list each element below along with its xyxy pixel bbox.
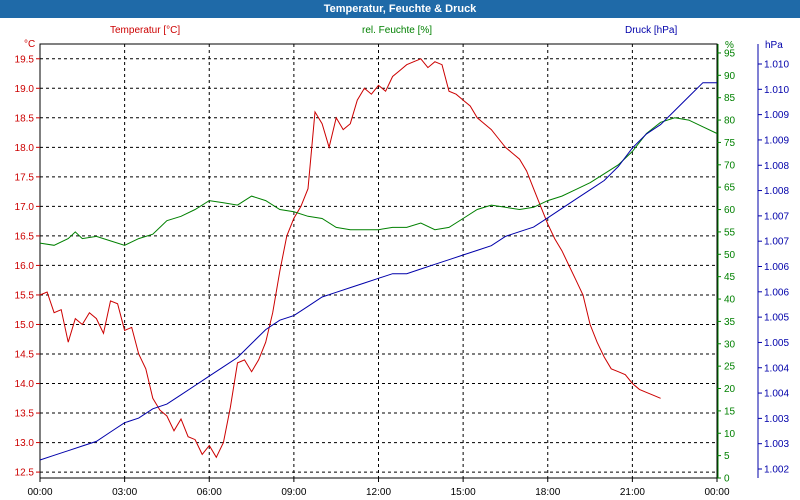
time-tick-label: 00:00 [704, 487, 729, 498]
humidity-tick-label: 95 [724, 48, 736, 59]
temperature-unit-label: °C [24, 39, 35, 50]
time-tick-label: 03:00 [112, 487, 137, 498]
humidity-tick-label: 30 [724, 339, 736, 350]
humidity-tick-label: 55 [724, 227, 736, 238]
temperature-tick-label: 14.0 [15, 379, 35, 390]
pressure-tick-label: 1.007 [764, 237, 789, 248]
window-title: Temperatur, Feuchte & Druck [0, 0, 800, 18]
pressure-tick-label: 1.007 [764, 211, 789, 222]
temperature-tick-label: 18.5 [15, 113, 35, 124]
pressure-tick-label: 1.008 [764, 161, 789, 172]
humidity-tick-label: 65 [724, 183, 736, 194]
pressure-tick-label: 1.003 [764, 439, 789, 450]
pressure-tick-label: 1.009 [764, 135, 789, 146]
pressure-tick-label: 1.002 [764, 465, 789, 476]
temperature-tick-label: 17.0 [15, 202, 35, 213]
humidity-line [39, 117, 718, 246]
temperature-tick-label: 15.0 [15, 320, 35, 331]
pressure-tick-label: 1.005 [764, 338, 789, 349]
temperature-tick-label: 12.5 [15, 468, 35, 479]
humidity-tick-label: 20 [724, 384, 736, 395]
temperature-line [39, 58, 661, 459]
time-tick-label: 21:00 [620, 487, 645, 498]
humidity-tick-label: 70 [724, 160, 736, 171]
humidity-tick-label: 5 [724, 451, 730, 462]
humidity-axis: 0 5 10 15 20 25 30 35 40 45 50 55 60 65 70 75 80 85 90 95 [717, 44, 736, 485]
humidity-tick-label: 25 [724, 362, 736, 373]
humidity-tick-label: 45 [724, 272, 736, 283]
temperature-tick-label: 17.5 [15, 172, 35, 183]
temperature-tick-label: 13.5 [15, 409, 35, 420]
temperature-tick-label: 14.5 [15, 350, 35, 361]
pressure-tick-label: 1.003 [764, 414, 789, 425]
time-tick-label: 18:00 [535, 487, 560, 498]
humidity-tick-label: 40 [724, 295, 736, 306]
temperature-tick-label: 18.0 [15, 143, 35, 154]
humidity-tick-label: 0 [724, 474, 730, 485]
time-axis: 00:0013.04.2203:0013.04.2206:0013.04.220… [27, 478, 730, 498]
humidity-tick-label: 10 [724, 429, 736, 440]
temperature-legend-label: Temperatur [°C] [110, 25, 180, 36]
series-lines [39, 58, 718, 461]
pressure-tick-label: 1.006 [764, 287, 789, 298]
humidity-tick-label: 80 [724, 116, 736, 127]
pressure-tick-label: 1.004 [764, 389, 789, 400]
time-tick-label: 09:00 [281, 487, 306, 498]
humidity-legend-label: rel. Feuchte [%] [362, 25, 432, 36]
humidity-tick-label: 85 [724, 93, 736, 104]
temperature-tick-label: 13.0 [15, 438, 35, 449]
time-tick-label: 06:00 [197, 487, 222, 498]
pressure-tick-label: 1.009 [764, 110, 789, 121]
humidity-tick-label: 35 [724, 317, 736, 328]
pressure-tick-label: 1.010 [764, 85, 789, 96]
temperature-tick-label: 19.0 [15, 84, 35, 95]
pressure-legend-label: Druck [hPa] [625, 25, 677, 36]
temperature-tick-label: 19.5 [15, 54, 35, 65]
humidity-tick-label: 15 [724, 406, 736, 417]
time-tick-label: 00:00 [27, 487, 52, 498]
pressure-tick-label: 1.010 [764, 60, 789, 71]
time-tick-label: 12:00 [366, 487, 391, 498]
humidity-tick-label: 50 [724, 250, 736, 261]
grid-lines [40, 44, 717, 478]
pressure-line [39, 82, 717, 461]
humidity-tick-label: 60 [724, 205, 736, 216]
pressure-tick-label: 1.008 [764, 186, 789, 197]
pressure-tick-label: 1.004 [764, 363, 789, 374]
humidity-tick-label: 90 [724, 71, 736, 82]
temperature-tick-label: 15.5 [15, 290, 35, 301]
temperature-tick-label: 16.5 [15, 231, 35, 242]
chart-canvas: 12.5 13.0 13.5 14.0 14.5 15.0 15.5 16.0 16.5 17.0… [15, 25, 790, 498]
humidity-unit-label: % [725, 40, 734, 51]
temperature-axis: 12.5 13.0 13.5 14.0 14.5 15.0 15.5 16.0 16.5 17.0… [15, 54, 40, 479]
time-tick-label: 15:00 [451, 487, 476, 498]
pressure-unit-label: hPa [765, 40, 783, 51]
pressure-axis: 1.002 1.003 1.003 1.004 1.004 1.005 1.005 1.006… [757, 44, 789, 478]
pressure-tick-label: 1.005 [764, 313, 789, 324]
temperature-tick-label: 16.0 [15, 261, 35, 272]
pressure-tick-label: 1.006 [764, 262, 789, 273]
humidity-tick-label: 75 [724, 138, 736, 149]
